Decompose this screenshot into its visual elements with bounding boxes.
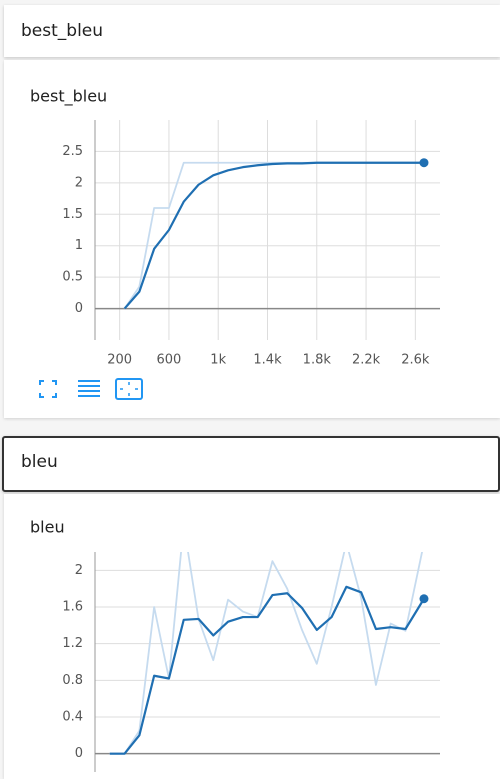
x-tick-label: 1k — [210, 353, 226, 368]
y-tick-label: 1.5 — [62, 207, 83, 222]
y-tick-label: 0.4 — [62, 710, 83, 725]
series-line — [123, 161, 424, 310]
chart-tools — [39, 378, 143, 400]
run-header[interactable]: bleu — [2, 436, 500, 492]
y-tick-label: 1.6 — [62, 600, 83, 615]
x-tick-label: 200 — [107, 353, 132, 368]
chart-title: best_bleu — [30, 87, 107, 107]
y-tick-label: 2 — [75, 175, 83, 190]
plot-area — [123, 161, 424, 310]
x-tick-label: 1.4k — [253, 353, 282, 368]
chart-card — [4, 60, 500, 418]
plot-area — [109, 552, 425, 755]
series-line — [123, 161, 424, 310]
y-tick-label: 0.8 — [62, 673, 83, 688]
y-tick-label: 2 — [75, 563, 83, 578]
x-tick-label: 1.8k — [303, 353, 332, 368]
y-tick-label: 1.2 — [62, 636, 83, 651]
fullscreen-icon[interactable] — [39, 380, 57, 398]
series-line — [109, 552, 423, 755]
y-tick-label: 0 — [75, 746, 83, 761]
y-tick-label: 0.5 — [62, 270, 83, 285]
fit-domain-icon[interactable] — [115, 378, 143, 400]
y-tick-label: 0 — [75, 301, 83, 316]
y-tick-label: 1 — [75, 238, 83, 253]
log-scale-icon[interactable] — [78, 380, 100, 397]
x-tick-label: 600 — [157, 353, 182, 368]
y-tick-label: 2.5 — [62, 144, 83, 159]
x-tick-label: 2.2k — [352, 353, 381, 368]
chart-card — [4, 494, 500, 779]
chart-title: bleu — [30, 518, 65, 537]
last-point — [419, 594, 429, 604]
chart: best_bleu 0 0.5 1 1.5 2 2.5 200 600 1k 1.4k 1.8k 2.2… — [30, 87, 440, 368]
series-line — [109, 585, 425, 755]
x-tick-label: 2.6k — [401, 353, 430, 368]
chart: bleu 0 0.4 0.8 1.2 1.6 2 — [30, 518, 440, 772]
last-point — [419, 158, 429, 168]
run-header[interactable]: best_bleu — [4, 5, 500, 57]
